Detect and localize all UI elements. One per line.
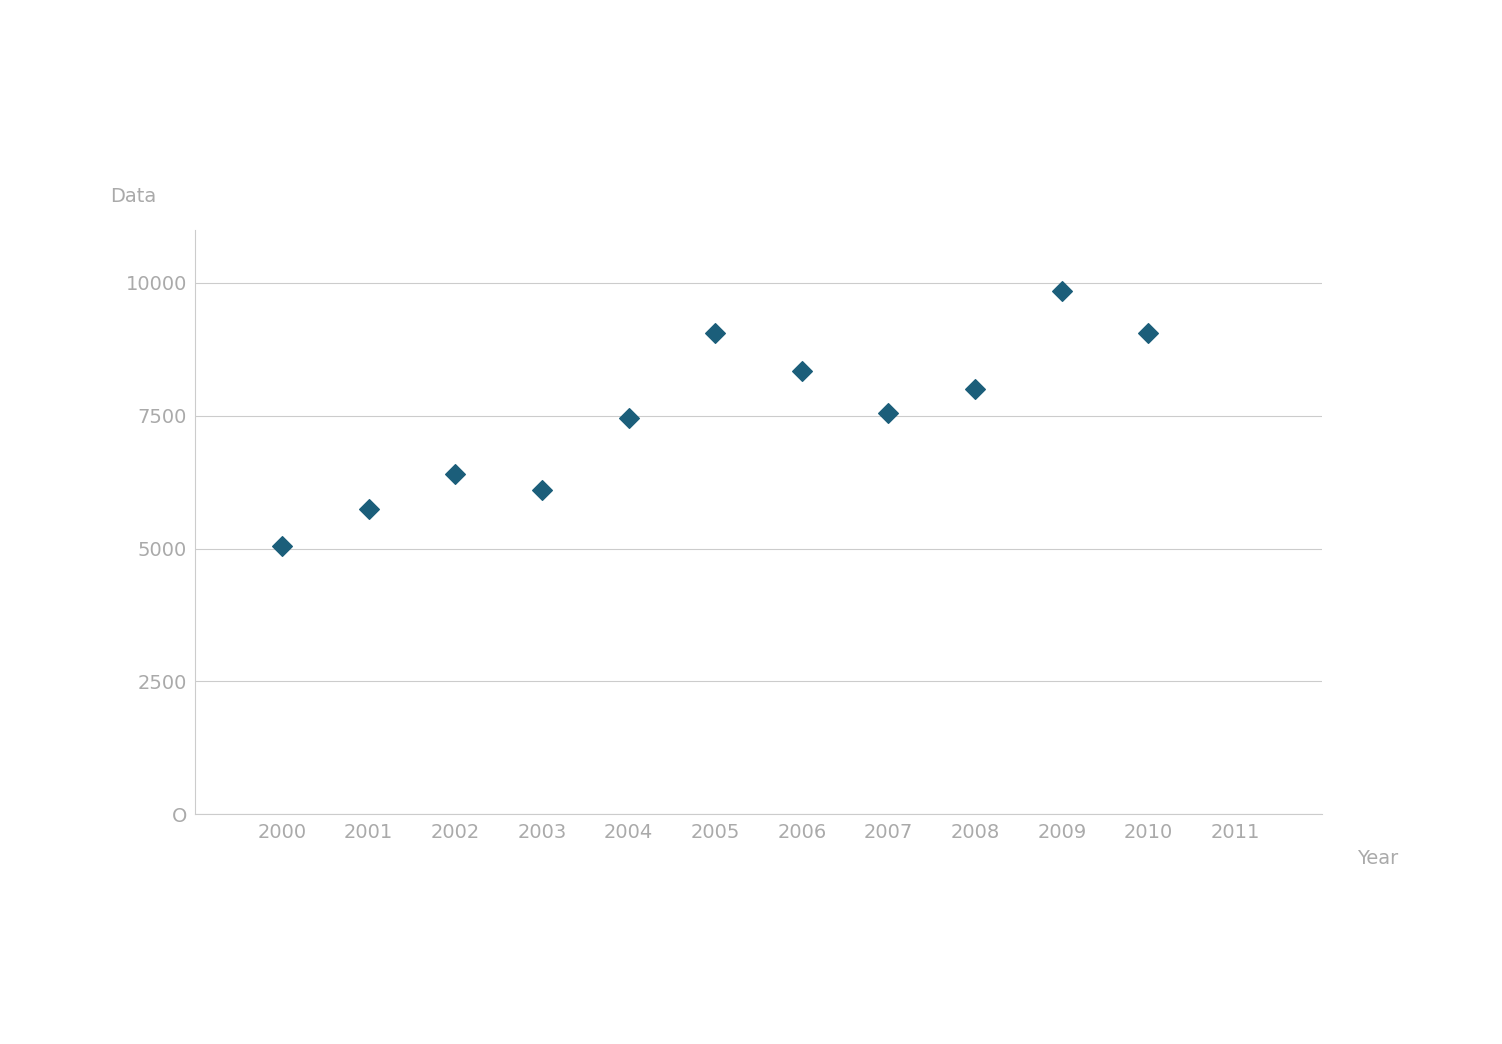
Y-axis label: Data: Data	[110, 187, 156, 207]
Point	[790, 362, 814, 379]
Point	[1050, 283, 1074, 300]
Point	[963, 381, 987, 398]
Point	[616, 410, 640, 427]
Point	[703, 325, 727, 341]
Point	[270, 538, 294, 554]
Point	[877, 405, 901, 422]
Point	[1137, 325, 1161, 341]
Point	[443, 466, 467, 482]
Point	[356, 500, 380, 517]
X-axis label: Year: Year	[1358, 850, 1398, 869]
Point	[530, 481, 554, 498]
